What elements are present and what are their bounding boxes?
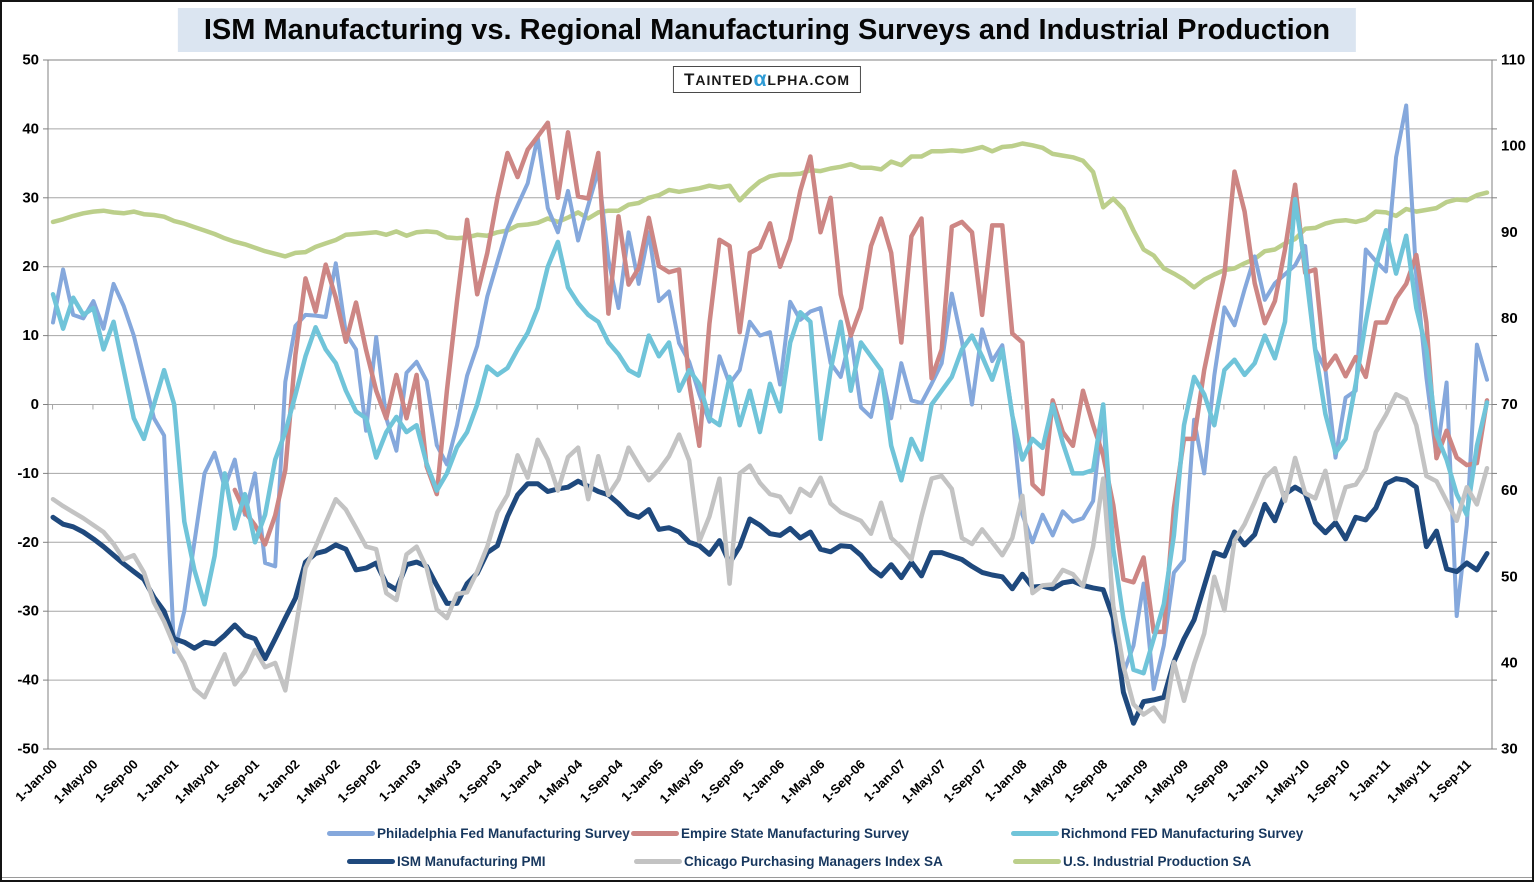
x-axis-tick-label: 1-May-06 — [778, 757, 828, 807]
right-axis-tick-label: 40 — [1501, 654, 1518, 671]
series-line-5 — [50, 141, 1490, 290]
series-line-3 — [50, 476, 1490, 726]
x-axis-tick-label: 1-Sep-08 — [1061, 757, 1110, 806]
series-line-2 — [50, 196, 1490, 676]
richmond-line-swatch — [1011, 830, 1059, 836]
industrial-production-line-swatch — [1013, 858, 1061, 864]
legend-label: Empire State Manufacturing Survey — [681, 825, 910, 841]
legend-item-chicago-pmi: Chicago Purchasing Managers Index SA — [634, 849, 943, 873]
left-axis-tick-label: -50 — [17, 741, 39, 758]
x-axis-tick-label: 1-May-01 — [172, 757, 222, 807]
x-axis-tick-label: 1-May-03 — [414, 757, 464, 807]
left-axis-tick-label: -10 — [17, 465, 39, 482]
legend-row-2: ISM Manufacturing PMI Chicago Purchasing… — [2, 849, 1532, 873]
watermark-badge: TAINTEDαLPHA.COM — [672, 66, 862, 93]
x-axis-tick-label: 1-Sep-03 — [456, 757, 505, 806]
x-axis-tick-label: 1-May-07 — [899, 757, 949, 807]
plot-area: 50403020100-10-20-30-40-5011010090807060… — [12, 52, 1526, 807]
right-axis-tick-label: 30 — [1501, 741, 1518, 758]
empire-line-swatch — [631, 830, 679, 836]
left-axis-tick-label: -30 — [17, 603, 39, 620]
left-axis-tick-label: -40 — [17, 672, 39, 689]
right-axis-tick-label: 110 — [1501, 52, 1525, 69]
x-axis-tick-label: 1-Sep-09 — [1183, 757, 1232, 806]
watermark-text: T — [683, 70, 696, 89]
left-axis-tick-label: 30 — [22, 189, 39, 206]
legend-label: Philadelphia Fed Manufacturing Survey — [377, 825, 630, 841]
ism-line-swatch — [347, 858, 395, 864]
x-axis-tick-label: 1-May-10 — [1262, 757, 1312, 807]
right-axis-tick-label: 50 — [1501, 568, 1518, 585]
legend-item-industrial-production: U.S. Industrial Production SA — [1013, 849, 1251, 873]
series-line-4 — [50, 391, 1490, 724]
left-axis-tick-label: 20 — [22, 258, 39, 275]
left-axis-tick-label: 10 — [22, 327, 39, 344]
x-axis-tick-label: 1-May-00 — [51, 757, 101, 807]
x-axis-tick-label: 1-May-05 — [656, 757, 706, 807]
left-axis-tick-label: -20 — [17, 534, 39, 551]
x-axis-tick-label: 1-Sep-07 — [940, 757, 989, 806]
x-axis-tick-label: 1-Sep-02 — [334, 757, 383, 806]
x-axis-tick-label: 1-Sep-04 — [577, 756, 626, 805]
x-axis-tick-label: 1-May-08 — [1020, 757, 1070, 807]
chicago-line-swatch — [634, 858, 682, 864]
philadelphia-line-swatch — [327, 830, 375, 836]
right-axis-tick-label: 70 — [1501, 396, 1518, 413]
x-axis-tick-label: 1-May-04 — [535, 756, 585, 806]
chart-title: ISM Manufacturing vs. Regional Manufactu… — [177, 8, 1357, 52]
x-axis-tick-label: 1-May-02 — [293, 757, 343, 807]
right-axis-tick-label: 100 — [1501, 138, 1526, 155]
legend-item-philadelphia-fed: Philadelphia Fed Manufacturing Survey — [327, 821, 630, 845]
x-axis-tick-label: 1-Sep-05 — [698, 757, 747, 806]
x-axis-tick-label: 1-May-11 — [1384, 757, 1433, 806]
right-axis-tick-label: 90 — [1501, 224, 1518, 241]
left-axis-tick-label: 0 — [31, 396, 39, 413]
series-line-0 — [51, 103, 1489, 692]
legend-item-richmond-fed: Richmond FED Manufacturing Survey — [1011, 821, 1303, 845]
right-axis-tick-label: 60 — [1501, 482, 1518, 499]
legend-label: ISM Manufacturing PMI — [397, 853, 546, 869]
x-axis-tick-label: 1-Sep-06 — [819, 757, 868, 806]
legend-row-1: Philadelphia Fed Manufacturing Survey Em… — [2, 821, 1532, 845]
x-axis-tick-label: 1-Sep-01 — [213, 757, 262, 806]
legend-label: U.S. Industrial Production SA — [1063, 853, 1252, 869]
series-line-1 — [232, 120, 1490, 635]
bottom-divider — [2, 877, 1532, 878]
left-axis-tick-label: 50 — [22, 52, 39, 69]
right-axis-tick-label: 80 — [1501, 310, 1518, 327]
left-axis-tick-label: 40 — [22, 120, 39, 137]
x-axis-tick-label: 1-Sep-00 — [92, 757, 141, 806]
legend-label: Richmond FED Manufacturing Survey — [1061, 825, 1304, 841]
alpha-icon: α — [753, 68, 768, 91]
legend-item-empire-state: Empire State Manufacturing Survey — [631, 821, 909, 845]
x-axis-tick-label: 1-Sep-11 — [1425, 757, 1473, 805]
legend-item-ism-pmi: ISM Manufacturing PMI — [347, 849, 546, 873]
x-axis-tick-label: 1-Sep-10 — [1304, 757, 1353, 806]
x-axis-tick-label: 1-May-09 — [1141, 757, 1191, 807]
legend-label: Chicago Purchasing Managers Index SA — [684, 853, 943, 869]
